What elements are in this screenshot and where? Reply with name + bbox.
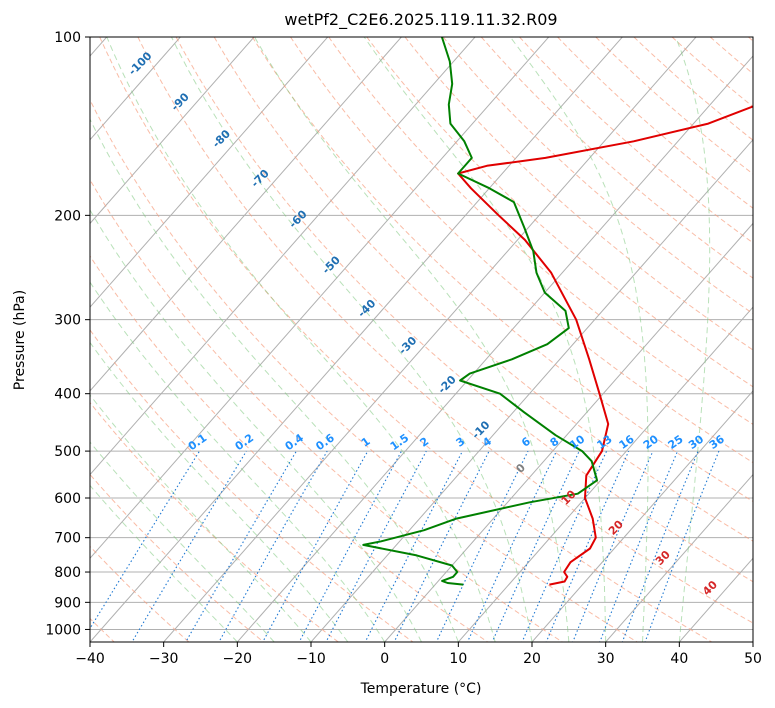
dry-adiabat <box>175 37 753 583</box>
moist-adiabat <box>90 281 386 642</box>
dry-adiabat <box>99 37 713 642</box>
x-tick-label: 0 <box>380 651 389 667</box>
x-tick-label: 10 <box>449 651 467 667</box>
moist-adiabat <box>90 484 238 642</box>
dry-adiabat <box>328 37 753 425</box>
moist-adiabat <box>509 37 649 642</box>
x-tick-label: 20 <box>523 651 541 667</box>
mixing-ratio-line <box>599 450 679 642</box>
isotherm <box>384 222 753 642</box>
moist-adiabat <box>106 37 496 642</box>
mixing-ratio-line <box>90 450 200 630</box>
dry-adiabat <box>595 37 753 175</box>
dry-adiabat <box>251 37 753 502</box>
x-tick-label: 30 <box>597 651 615 667</box>
mixing-ratio-line <box>218 450 328 642</box>
moist-adiabat <box>90 394 312 642</box>
moist-adiabat <box>90 118 459 642</box>
mixing-ratio-line <box>325 450 427 642</box>
mixing-ratio-line <box>435 450 529 642</box>
isotherm <box>90 37 476 476</box>
x-tick-label: −40 <box>75 651 105 667</box>
isotherm <box>90 37 329 308</box>
y-tick-label: 100 <box>54 30 81 46</box>
moist-adiabat <box>90 341 349 642</box>
y-tick-label: 200 <box>54 208 81 224</box>
y-tick-label: 600 <box>54 491 81 507</box>
dry-adiabat <box>442 37 753 315</box>
dry-adiabat <box>90 545 190 642</box>
y-tick-label: 400 <box>54 387 81 403</box>
mixing-ratio-line <box>262 450 369 642</box>
isotherm <box>310 138 753 642</box>
dry-adiabat <box>404 37 753 351</box>
y-axis-label: Pressure (hPa) <box>12 290 28 390</box>
dry-adiabat <box>90 473 265 642</box>
moist-adiabat <box>363 37 607 642</box>
y-tick-label: 1000 <box>45 622 81 638</box>
dry-adiabat <box>90 329 414 642</box>
chart-title: wetPf2_C2E6.2025.119.11.32.R09 <box>284 10 557 30</box>
y-axis: 100 200 300 400 500 600 700 800 900 1000 <box>45 30 90 638</box>
x-tick-label: −20 <box>223 651 253 667</box>
dry-adiabat <box>213 37 753 542</box>
x-tick-label: 50 <box>744 651 762 667</box>
mixing-ratio-line <box>521 450 608 642</box>
y-tick-label: 800 <box>54 565 81 581</box>
isotherm <box>236 55 753 642</box>
isotherm <box>457 306 753 642</box>
mixing-ratio-line <box>185 450 297 642</box>
x-axis-label: Temperature (°C) <box>360 681 482 697</box>
dry-adiabat <box>366 37 753 388</box>
moist-adiabat <box>675 37 711 642</box>
moist-adiabat <box>90 209 422 642</box>
plot-frame <box>89 36 754 643</box>
mixing-ratio-line <box>545 450 630 642</box>
isotherm <box>163 37 697 642</box>
dry-adiabat <box>90 255 489 642</box>
isotherm <box>90 37 550 560</box>
dry-adiabat <box>90 178 564 642</box>
isotherm <box>90 37 255 225</box>
moist-adiabat <box>253 37 570 642</box>
moist-adiabat <box>170 37 533 642</box>
y-tick-label: 900 <box>54 595 81 611</box>
y-tick-label: 300 <box>54 313 81 329</box>
mixing-ratio-line <box>131 450 247 642</box>
x-tick-label: −10 <box>296 651 326 667</box>
isotherm <box>90 37 624 642</box>
isotherm <box>90 37 403 392</box>
moist-adiabat <box>90 441 275 642</box>
isotherm <box>605 473 753 642</box>
y-tick-label: 700 <box>54 531 81 547</box>
dry-adiabat <box>519 37 753 244</box>
sounding-profiles <box>362 37 753 586</box>
dry-adiabat <box>90 98 639 642</box>
x-tick-label: −30 <box>149 651 179 667</box>
mixing-ratio-line <box>572 450 654 642</box>
temperature-profile <box>457 105 753 586</box>
x-tick-label: 40 <box>670 651 688 667</box>
x-axis: −40 −30 −20 −10 0 10 20 30 40 50 <box>75 642 762 667</box>
mixing-ratio-line <box>298 450 402 642</box>
dry-adiabat <box>137 37 753 624</box>
dewpoint-profile <box>362 37 598 586</box>
y-tick-label: 500 <box>54 444 81 460</box>
